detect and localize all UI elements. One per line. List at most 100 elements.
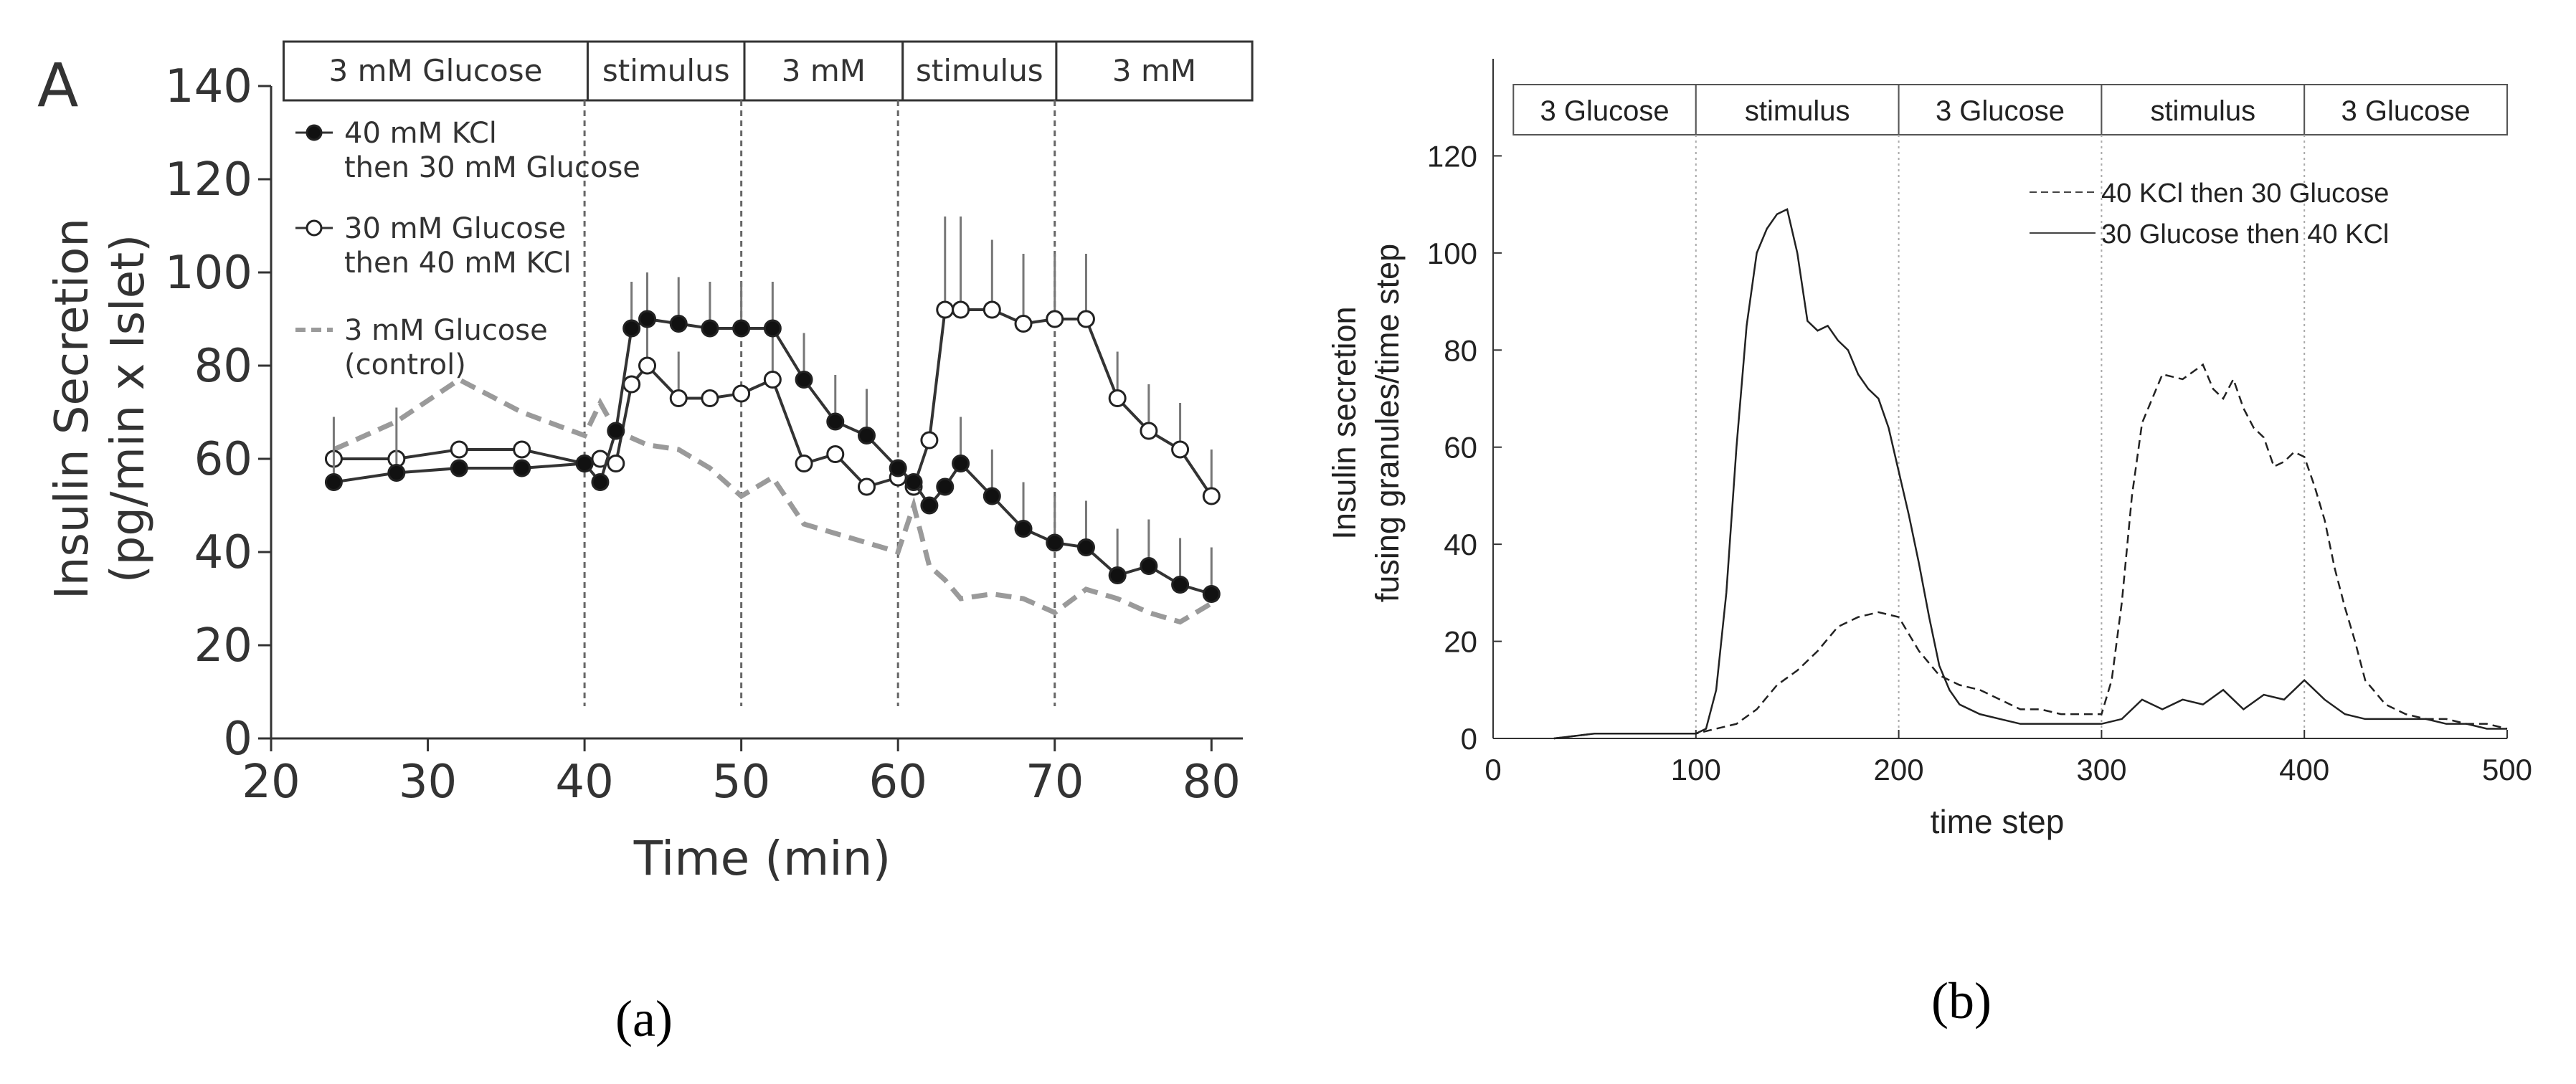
panel-b-phase-label: 3 Glucose bbox=[2341, 95, 2471, 127]
panel-a-series-glucose-first-point bbox=[513, 440, 531, 459]
panel-a-series-kcl-first-point bbox=[1140, 557, 1158, 575]
panel-a-series-kcl-first-point bbox=[1014, 520, 1033, 538]
panel-a-series-kcl-first-point bbox=[1076, 538, 1095, 556]
panel-b-phase-box bbox=[2101, 84, 2306, 136]
panel-a-x-axis-label: Time (min) bbox=[633, 831, 891, 886]
panel-a-series-kcl-first-point bbox=[701, 319, 719, 338]
panel-b-phase-label: stimulus bbox=[1745, 95, 1850, 127]
panel-a-x-tick-label: 70 bbox=[1026, 756, 1084, 809]
panel-a-series-glucose-first-point bbox=[763, 371, 782, 389]
panel-b-y-tick-label: 120 bbox=[1427, 139, 1477, 173]
panel-a-x-tick-label: 30 bbox=[399, 756, 457, 809]
panel-a-phase-box bbox=[586, 40, 746, 102]
panel-a-series-glucose-first-point bbox=[857, 477, 876, 496]
panel-a-series-kcl-first-point bbox=[952, 455, 970, 472]
panel-a-series-kcl-first-point bbox=[1171, 576, 1190, 594]
panel-a-x-tick-label: 50 bbox=[712, 756, 770, 809]
panel-a-series-kcl-first-point bbox=[607, 422, 625, 440]
panel-b-y-tick-label: 60 bbox=[1444, 431, 1477, 465]
panel-a-series-glucose-first-point bbox=[1140, 422, 1158, 440]
panel-a-series-glucose-first-point bbox=[1171, 440, 1190, 459]
panel-a-legend-label: 30 mM Glucose bbox=[344, 212, 566, 245]
panel-b-phase-label: 3 Glucose bbox=[1936, 95, 2065, 127]
panel-a-series-glucose-first-point bbox=[826, 445, 845, 463]
panel-a-series-kcl-first-point bbox=[936, 477, 955, 496]
panel-a-series-glucose-first-point bbox=[920, 431, 939, 450]
panel-b-series-glucose-first-line bbox=[1553, 208, 2507, 740]
panel-a-series-kcl-first-point bbox=[904, 473, 923, 491]
panel-a-series-glucose-first-point bbox=[732, 384, 751, 403]
panel-a-caption: (a) bbox=[615, 990, 673, 1047]
panel-a-series-kcl-first-point bbox=[1046, 533, 1064, 552]
panel-a-x-tick-label: 80 bbox=[1183, 756, 1241, 809]
panel-a-letter: A bbox=[37, 50, 78, 120]
panel-a-series-glucose-first-point bbox=[607, 455, 625, 472]
panel-a-phase-box bbox=[282, 40, 589, 102]
panel-a-x-tick-label: 60 bbox=[868, 756, 927, 809]
panel-a-series-kcl-first-point bbox=[324, 473, 343, 491]
panel-b-phase-box bbox=[1512, 84, 1697, 136]
panel-a-phase-label: 3 mM bbox=[1112, 53, 1196, 88]
panel-a-legend-swatch-marker bbox=[306, 124, 323, 141]
panel-a-series-glucose-first-point bbox=[622, 375, 641, 394]
panel-b-y-axis-label-line1: Insulin secretion bbox=[1326, 306, 1363, 539]
panel-a-y-tick-label: 80 bbox=[194, 340, 252, 393]
panel-b-legend-label: 40 KCl then 30 Glucose bbox=[2101, 179, 2389, 209]
panel-a-series-glucose-first-point bbox=[638, 356, 657, 375]
panel-a-series-kcl-first-point bbox=[826, 412, 845, 431]
panel-b-y-tick-label: 100 bbox=[1427, 237, 1477, 270]
panel-a-series-glucose-first-point bbox=[1108, 389, 1127, 407]
panel-a-phase-box bbox=[743, 40, 904, 102]
panel-a-series-glucose-first-point bbox=[982, 300, 1001, 319]
panel-b-y-axis-label-line2: fusing granules/time step bbox=[1369, 244, 1406, 602]
panel-a-series-kcl-first-point bbox=[1202, 585, 1221, 603]
panel-a-phase-label: stimulus bbox=[916, 53, 1043, 88]
panel-b-x-tick-label: 300 bbox=[2076, 753, 2126, 786]
panel-a-phase-label: stimulus bbox=[602, 53, 730, 88]
panel-a-series-kcl-first-point bbox=[513, 459, 531, 477]
panel-a-x-tick-label: 20 bbox=[242, 756, 300, 809]
panel-a-series-kcl-first-point bbox=[982, 487, 1001, 505]
panel-a-series-kcl-first-point bbox=[1108, 566, 1127, 584]
panel-a-series-glucose-first-point bbox=[701, 389, 719, 407]
panel-a-x-tick-label: 40 bbox=[555, 756, 613, 809]
panel-a-y-tick-label: 140 bbox=[165, 60, 252, 113]
panel-b-legend-label: 30 Glucose then 40 KCl bbox=[2101, 219, 2389, 249]
panel-a-series-glucose-first-point bbox=[936, 300, 955, 319]
panel-a-series-kcl-first-point bbox=[857, 427, 876, 444]
panel-b-x-tick-label: 200 bbox=[1874, 753, 1924, 786]
panel-b-series-kcl-first-line bbox=[1553, 363, 2508, 740]
panel-a-legend-label: 40 mM KCl bbox=[344, 117, 497, 150]
panel-a-series-kcl-first-point bbox=[920, 496, 939, 515]
panel-a-series-kcl-first-point bbox=[889, 459, 907, 477]
panel-b-phase-label: stimulus bbox=[2150, 95, 2255, 127]
panel-a-legend-label: then 30 mM Glucose bbox=[344, 151, 640, 184]
panel-a-phase-label: 3 mM Glucose bbox=[329, 53, 543, 88]
panel-a-legend-label: then 40 mM KCl bbox=[344, 247, 572, 280]
panel-b-phase-box bbox=[1695, 84, 1900, 136]
panel-b-phase-box bbox=[2303, 84, 2508, 136]
panel-a-series-glucose-first-point bbox=[1076, 310, 1095, 328]
panel-a-series-glucose-first-point bbox=[952, 300, 970, 319]
panel-a-series-kcl-first-point bbox=[763, 319, 782, 338]
panel-a-y-tick-label: 60 bbox=[194, 433, 252, 486]
panel-a-y-axis-label-line2: (pg/min x Islet) bbox=[102, 234, 155, 583]
panel-b-x-tick-label: 500 bbox=[2482, 753, 2532, 786]
panel-a-legend-label: 3 mM Glucose bbox=[344, 314, 548, 347]
panel-a-series-glucose-first-point bbox=[1202, 487, 1221, 505]
panel-b-chart: 3 Glucose stimulus 3 Glucose stimulus 3 Gluc… bbox=[1326, 59, 2532, 840]
panel-a-series-glucose-first-point bbox=[1046, 310, 1064, 328]
panel-a-legend-label: (control) bbox=[344, 348, 466, 381]
panel-a-series-kcl-first-point bbox=[450, 459, 468, 477]
panel-a-legend-swatch-marker bbox=[306, 219, 323, 237]
panel-a-phase-box bbox=[1055, 40, 1254, 102]
panel-b-y-tick-label: 80 bbox=[1444, 333, 1477, 367]
panel-b-caption: (b) bbox=[1931, 972, 1992, 1030]
panel-a-series-kcl-first-point bbox=[638, 310, 657, 328]
panel-b-phase-label: 3 Glucose bbox=[1540, 95, 1669, 127]
panel-b-y-tick-label: 0 bbox=[1461, 722, 1477, 756]
panel-a-series-glucose-first-point bbox=[795, 455, 813, 472]
panel-a-series-glucose-first-point bbox=[669, 389, 688, 407]
panel-b-x-tick-label: 400 bbox=[2279, 753, 2329, 786]
